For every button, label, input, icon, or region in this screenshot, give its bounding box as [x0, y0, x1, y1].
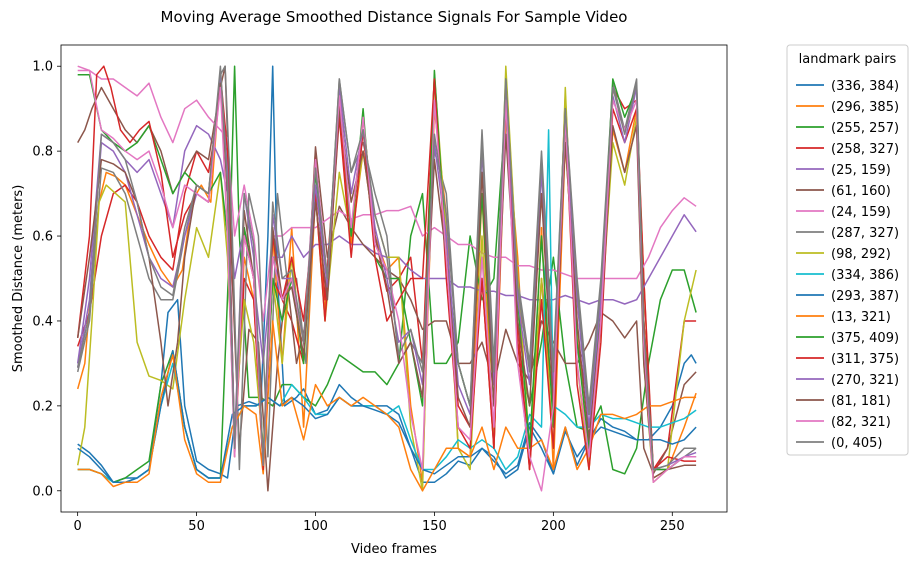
legend-label: (98, 292) — [831, 247, 891, 262]
x-axis: 0 50 100 150 200 250 — [74, 512, 685, 534]
legend-label: (13, 321) — [831, 310, 891, 325]
legend-label: (82, 321) — [831, 415, 891, 430]
legend-label: (270, 321) — [831, 373, 899, 388]
y-tick-label: 0.2 — [32, 399, 53, 414]
y-axis-title: Smoothed Distance (meters) — [11, 185, 26, 373]
legend-title: landmark pairs — [799, 52, 897, 67]
series-line-15 — [76, 82, 697, 479]
legend-label: (81, 181) — [831, 394, 891, 409]
legend-label: (255, 257) — [831, 121, 899, 136]
legend-label: (287, 327) — [831, 226, 899, 241]
x-tick-label: 100 — [303, 519, 328, 534]
y-tick-label: 0.4 — [32, 314, 53, 329]
legend-label: (24, 159) — [831, 205, 891, 220]
legend-label: (296, 385) — [831, 100, 899, 115]
legend-label: (293, 387) — [831, 289, 899, 304]
y-tick-label: 0.0 — [32, 484, 53, 499]
legend-label: (336, 384) — [831, 79, 899, 94]
x-tick-label: 0 — [74, 519, 82, 534]
y-tick-label: 0.8 — [32, 145, 53, 160]
series-line-16 — [77, 65, 697, 492]
x-tick-label: 150 — [422, 519, 447, 534]
y-tick-label: 0.6 — [32, 230, 53, 245]
x-tick-label: 250 — [660, 519, 685, 534]
x-tick-label: 200 — [541, 519, 566, 534]
plot-frame — [60, 44, 728, 513]
chart-title: Moving Average Smoothed Distance Signals… — [161, 8, 628, 26]
legend-label: (258, 327) — [831, 142, 899, 157]
legend-label: (375, 409) — [831, 331, 899, 346]
y-tick-label: 1.0 — [32, 60, 53, 75]
series-line-14 — [76, 73, 697, 471]
series-line-17 — [76, 65, 697, 471]
x-axis-title: Video frames — [351, 542, 437, 557]
legend-label: (0, 405) — [831, 436, 883, 451]
legend-items: (336, 384) (296, 385) (255, 257) (258, 327)… — [796, 79, 899, 451]
legend-label: (25, 159) — [831, 163, 891, 178]
y-axis: 0.0 0.2 0.4 0.6 0.8 1.0 — [32, 60, 61, 499]
legend-label: (61, 160) — [831, 184, 891, 199]
legend-label: (311, 375) — [831, 352, 899, 367]
legend: landmark pairs (336, 384) (296, 385) (255,… — [786, 44, 909, 456]
legend-label: (334, 386) — [831, 268, 899, 283]
x-tick-label: 50 — [188, 519, 205, 534]
series-layer — [76, 65, 697, 492]
